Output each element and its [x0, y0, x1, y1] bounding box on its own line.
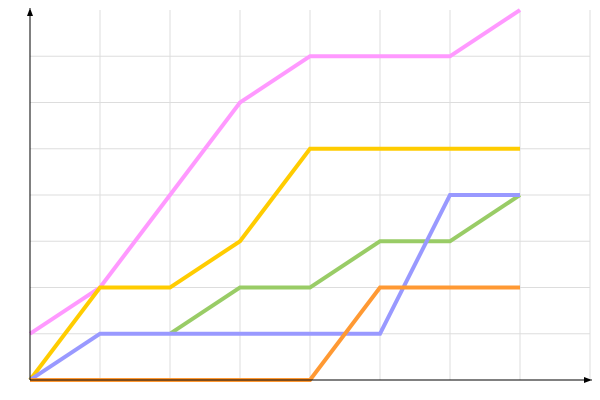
x-axis-arrow: [584, 377, 592, 383]
series-line-2: [28, 146, 520, 382]
y-axis-arrow: [27, 8, 33, 16]
axes: [27, 8, 592, 383]
series-line-4: [28, 193, 520, 382]
series-line-1: [28, 8, 522, 336]
series-line-3: [168, 193, 522, 336]
